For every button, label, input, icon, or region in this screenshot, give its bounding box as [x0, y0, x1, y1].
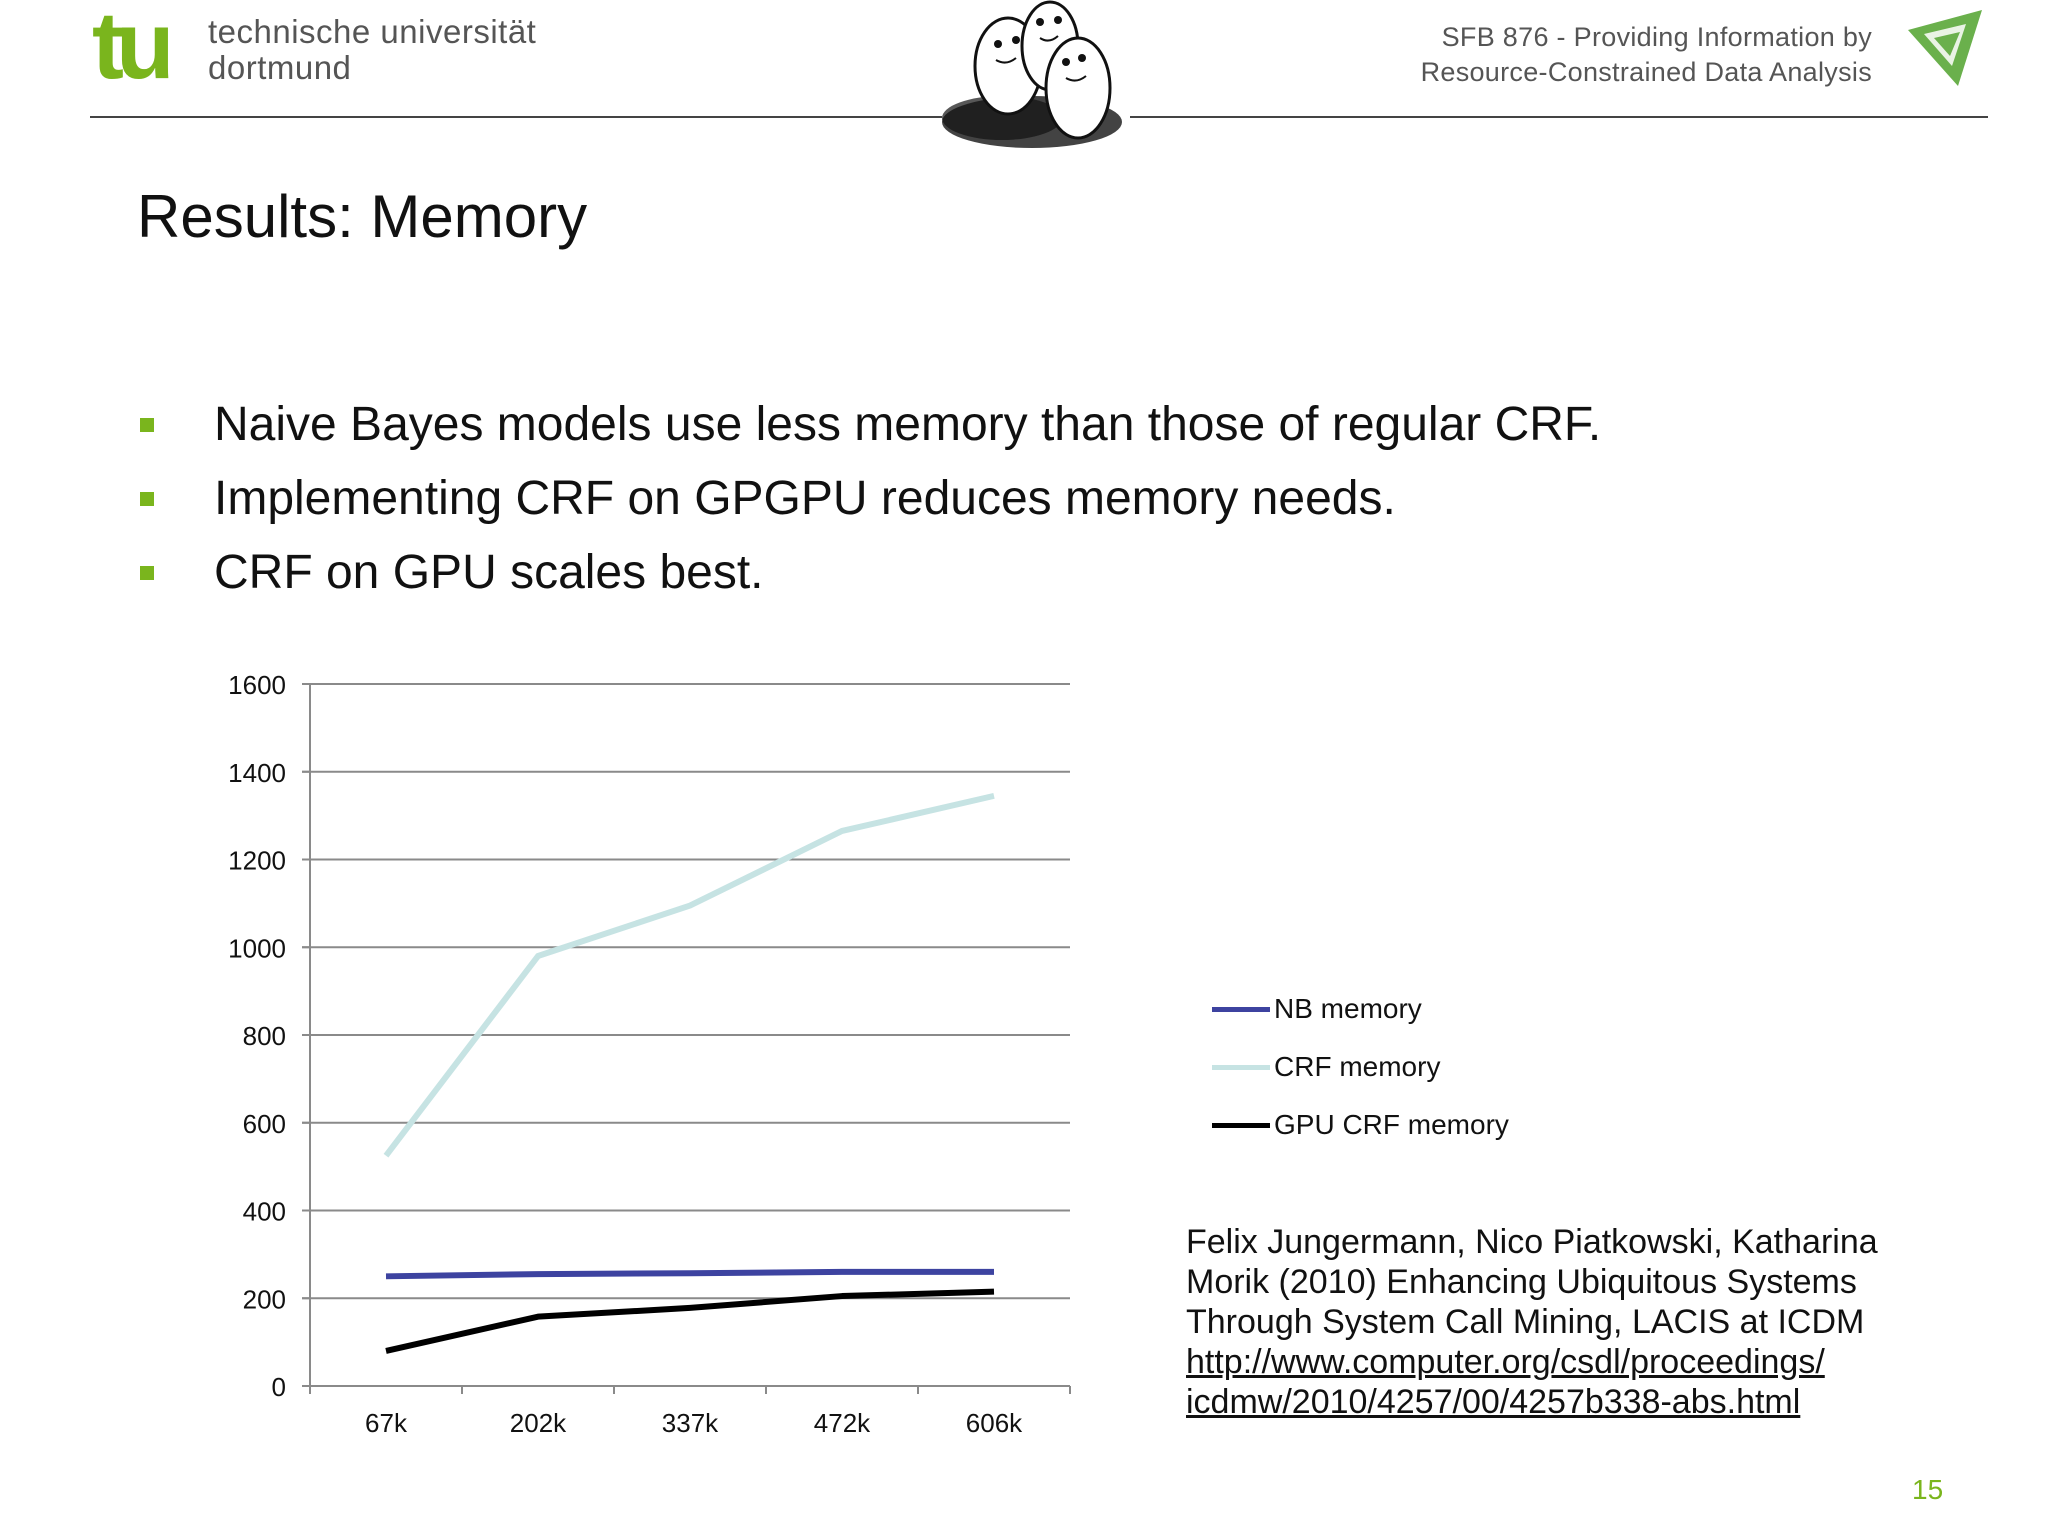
citation-link[interactable]: icdmw/2010/4257/00/4257b338-abs.html — [1186, 1383, 1801, 1421]
x-tick-label: 67k — [365, 1408, 408, 1438]
bullet-text: Implementing CRF on GPGPU reduces memory… — [214, 472, 1396, 525]
tu-logo: tu — [92, 6, 177, 86]
header-divider-right — [1130, 116, 1988, 118]
memory-line-chart: 0 200 400 600 800 1000 1200 1400 1600 67k 202k 337k… — [228, 670, 1071, 1438]
citation-line: Through System Call Mining, LACIS at ICD… — [1186, 1303, 1865, 1341]
y-tick-label: 1400 — [228, 758, 286, 788]
x-tick-label: 472k — [814, 1408, 871, 1438]
x-tick-label: 337k — [662, 1408, 719, 1438]
x-tick-label: 202k — [510, 1408, 567, 1438]
bullet-item: Implementing CRF on GPGPU reduces memory… — [136, 462, 1601, 536]
bullet-text: CRF on GPU scales best. — [214, 546, 764, 599]
bullet-text: Naive Bayes models use less memory than … — [214, 398, 1602, 451]
citation-line: Morik (2010) Enhancing Ubiquitous System… — [1186, 1263, 1857, 1301]
y-tick-label: 200 — [243, 1284, 286, 1314]
bullet-square-icon — [140, 566, 154, 580]
series-line-nb-memory — [385, 1268, 994, 1280]
university-name-line1: technische universität — [208, 13, 537, 50]
sfb-triangle-logo — [1908, 10, 1982, 86]
legend-label-gpu-crf-memory: GPU CRF memory — [1274, 1109, 1509, 1140]
university-name: technische universität dortmund — [208, 14, 536, 86]
y-tick-label: 0 — [272, 1372, 286, 1402]
x-tick-label: 606k — [966, 1408, 1023, 1438]
legend-label-nb-memory: NB memory — [1274, 993, 1422, 1024]
bullet-square-icon — [140, 492, 154, 506]
slide-title: Results: Memory — [137, 183, 588, 250]
y-tick-label: 1600 — [228, 670, 286, 700]
legend-swatch-gpu-crf-memory — [1212, 1122, 1270, 1128]
eggs-mascot-logo — [942, 0, 1122, 148]
y-tick-label: 600 — [243, 1109, 286, 1139]
bullet-item: Naive Bayes models use less memory than … — [136, 388, 1601, 462]
legend-item-crf-memory: CRF memory — [1212, 1038, 1509, 1096]
page-number: 15 — [1912, 1474, 1944, 1505]
university-name-line2: dortmund — [208, 49, 352, 86]
citation-link[interactable]: http://www.computer.org/csdl/proceedings… — [1186, 1343, 1825, 1381]
y-tick-label: 400 — [243, 1197, 286, 1227]
chart-legend: NB memory CRF memory GPU CRF memory — [1212, 980, 1509, 1154]
sfb-line1: SFB 876 - Providing Information by — [1441, 22, 1872, 52]
legend-swatch-crf-memory — [1212, 1064, 1270, 1070]
bullet-list: Naive Bayes models use less memory than … — [136, 388, 1601, 610]
series-line-crf-memory — [383, 792, 995, 1158]
series-line-gpu-crf-memory — [385, 1288, 995, 1354]
legend-label-crf-memory: CRF memory — [1274, 1051, 1441, 1082]
legend-item-gpu-crf-memory: GPU CRF memory — [1212, 1096, 1509, 1154]
citation-line: Felix Jungermann, Nico Piatkowski, Katha… — [1186, 1223, 1878, 1261]
y-tick-label: 1000 — [228, 933, 286, 963]
sfb-title: SFB 876 - Providing Information by Resou… — [1421, 20, 1872, 90]
tu-logo-text: tu — [92, 6, 169, 86]
bullet-square-icon — [140, 418, 154, 432]
header-divider-left — [90, 116, 942, 118]
bullet-item: CRF on GPU scales best. — [136, 536, 1601, 610]
sfb-line2: Resource-Constrained Data Analysis — [1420, 57, 1872, 87]
citation: Felix Jungermann, Nico Piatkowski, Katha… — [1186, 1222, 1976, 1422]
y-tick-label: 1200 — [228, 846, 286, 876]
y-tick-label: 800 — [243, 1021, 286, 1051]
legend-swatch-nb-memory — [1212, 1006, 1270, 1012]
legend-item-nb-memory: NB memory — [1212, 980, 1509, 1038]
